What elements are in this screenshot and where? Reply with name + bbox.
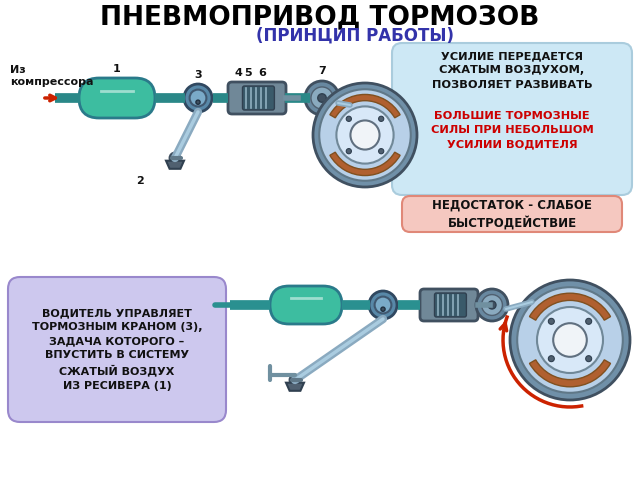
Text: 2: 2 — [136, 176, 144, 186]
Circle shape — [379, 149, 384, 154]
Circle shape — [170, 153, 180, 163]
Circle shape — [537, 307, 603, 373]
Circle shape — [548, 356, 554, 361]
Polygon shape — [286, 383, 304, 391]
FancyBboxPatch shape — [228, 82, 286, 114]
FancyBboxPatch shape — [243, 86, 275, 110]
Circle shape — [381, 307, 385, 312]
Circle shape — [311, 87, 333, 109]
Circle shape — [313, 83, 417, 187]
Circle shape — [374, 297, 392, 313]
Text: ПНЕВМОПРИВОД ТОРМОЗОВ: ПНЕВМОПРИВОД ТОРМОЗОВ — [100, 4, 540, 30]
Circle shape — [586, 318, 591, 324]
Circle shape — [346, 149, 351, 154]
Circle shape — [379, 116, 384, 121]
Circle shape — [337, 107, 394, 164]
Circle shape — [290, 374, 300, 385]
FancyBboxPatch shape — [420, 289, 478, 321]
FancyBboxPatch shape — [392, 43, 632, 195]
Text: НЕДОСТАТОК - СЛАБОЕ
БЫСТРОДЕЙСТВИЕ: НЕДОСТАТОК - СЛАБОЕ БЫСТРОДЕЙСТВИЕ — [432, 198, 592, 229]
Text: 3: 3 — [194, 70, 202, 80]
Text: 5: 5 — [244, 68, 252, 78]
Text: 7: 7 — [318, 66, 326, 76]
Text: УСИЛИЕ ПЕРЕДАЕТСЯ
СЖАТЫМ ВОЗДУХОМ,
ПОЗВОЛЯЕТ РАЗВИВАТЬ: УСИЛИЕ ПЕРЕДАЕТСЯ СЖАТЫМ ВОЗДУХОМ, ПОЗВО… — [432, 51, 592, 90]
Circle shape — [586, 356, 591, 361]
Text: БОЛЬШИЕ ТОРМОЗНЫЕ
СИЛЫ ПРИ НЕБОЛЬШОМ
УСИЛИИ ВОДИТЕЛЯ: БОЛЬШИЕ ТОРМОЗНЫЕ СИЛЫ ПРИ НЕБОЛЬШОМ УСИ… — [431, 111, 593, 150]
Text: 4: 4 — [234, 68, 242, 78]
FancyBboxPatch shape — [435, 293, 467, 317]
Polygon shape — [166, 161, 184, 169]
Text: 1: 1 — [113, 64, 121, 74]
Circle shape — [319, 89, 411, 181]
FancyBboxPatch shape — [402, 196, 622, 232]
Circle shape — [196, 100, 200, 104]
Text: Из
компрессора: Из компрессора — [10, 65, 93, 86]
Circle shape — [317, 94, 326, 102]
Circle shape — [548, 318, 554, 324]
Circle shape — [510, 280, 630, 400]
Text: ВОДИТЕЛЬ УПРАВЛЯЕТ
ТОРМОЗНЫМ КРАНОМ (3),
ЗАДАЧА КОТОРОГО –
ВПУСТИТЬ В СИСТЕМУ
СЖ: ВОДИТЕЛЬ УПРАВЛЯЕТ ТОРМОЗНЫМ КРАНОМ (3),… — [32, 308, 202, 391]
Circle shape — [488, 301, 496, 309]
FancyBboxPatch shape — [270, 286, 342, 324]
Wedge shape — [529, 293, 611, 320]
Circle shape — [481, 295, 502, 315]
Circle shape — [351, 120, 380, 150]
Wedge shape — [529, 360, 611, 387]
Text: 6: 6 — [258, 68, 266, 78]
Circle shape — [476, 289, 508, 321]
Text: (ПРИНЦИП РАБОТЫ): (ПРИНЦИП РАБОТЫ) — [256, 27, 454, 45]
Wedge shape — [330, 152, 400, 176]
FancyBboxPatch shape — [8, 277, 226, 422]
Circle shape — [346, 116, 351, 121]
Circle shape — [553, 323, 587, 357]
Circle shape — [189, 90, 206, 107]
Circle shape — [305, 81, 339, 115]
Circle shape — [184, 84, 212, 112]
Circle shape — [517, 287, 623, 393]
Wedge shape — [330, 95, 400, 118]
FancyBboxPatch shape — [79, 78, 155, 118]
Circle shape — [369, 291, 397, 319]
